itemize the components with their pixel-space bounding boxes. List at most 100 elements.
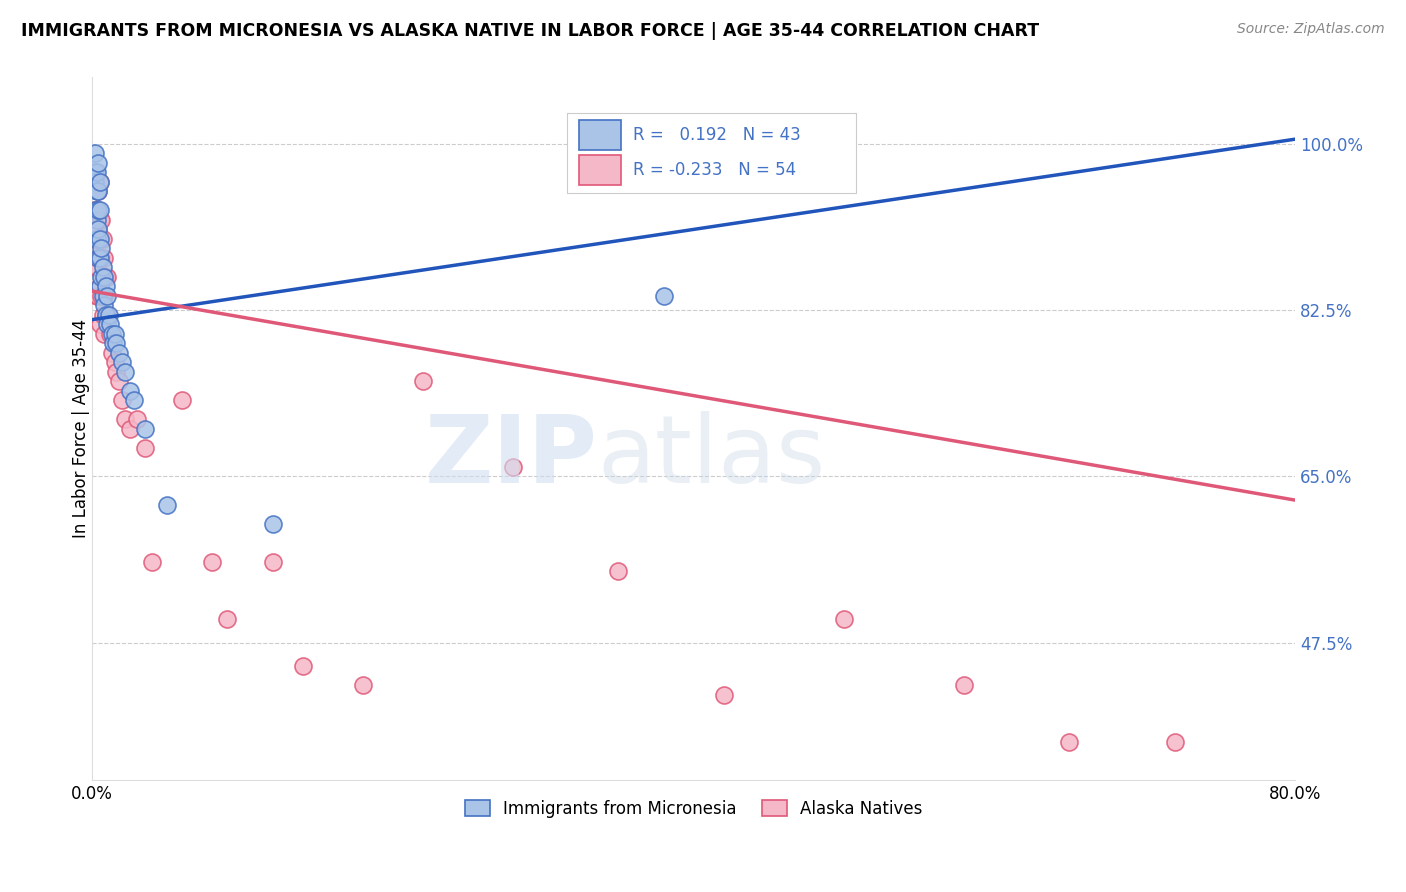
Point (118, 422, 141, 436)
Point (93, 298, 115, 312)
Point (87, 185, 110, 199)
Point (87, 289, 110, 303)
Point (94, 308, 117, 322)
Point (93, 251, 115, 265)
Point (87, 185, 110, 199)
Point (953, 678, 976, 692)
Point (91, 260, 114, 275)
Point (86, 289, 108, 303)
Y-axis label: In Labor Force | Age 35-44: In Labor Force | Age 35-44 (72, 319, 90, 539)
Point (84, 260, 107, 275)
Point (93, 289, 115, 303)
Point (84, 232, 107, 246)
Text: R = -0.233   N = 54: R = -0.233 N = 54 (634, 161, 797, 179)
Point (89, 279, 111, 293)
Point (111, 393, 134, 408)
Point (89, 251, 111, 265)
Point (87, 203, 110, 218)
Point (114, 365, 136, 379)
Point (86, 232, 108, 246)
Point (84, 175, 107, 189)
FancyBboxPatch shape (579, 155, 621, 185)
Point (352, 678, 374, 692)
Point (607, 565, 630, 579)
Point (84, 146, 107, 161)
Point (89, 232, 111, 246)
Point (86, 203, 108, 218)
Text: atlas: atlas (598, 411, 825, 503)
Point (291, 659, 314, 673)
Point (713, 688, 735, 702)
Point (94, 269, 117, 284)
Point (89, 213, 111, 227)
Point (87, 222, 110, 236)
Point (87, 251, 110, 265)
Point (93, 269, 115, 284)
Point (1059, 735, 1081, 749)
Point (96, 318, 118, 332)
Point (91, 289, 114, 303)
Point (97, 308, 120, 322)
Point (114, 412, 136, 426)
Point (86, 185, 108, 199)
Point (89, 175, 111, 189)
Point (262, 516, 284, 531)
Point (217, 612, 239, 626)
Point (90, 251, 112, 265)
Point (89, 203, 111, 218)
Point (84, 165, 107, 179)
Point (86, 165, 108, 179)
FancyBboxPatch shape (579, 120, 621, 150)
Point (502, 459, 524, 474)
Point (111, 355, 134, 369)
Point (87, 222, 110, 236)
Legend: Immigrants from Micronesia, Alaska Natives: Immigrants from Micronesia, Alaska Nativ… (458, 793, 929, 825)
Point (201, 555, 224, 569)
Point (86, 260, 108, 275)
Point (90, 241, 112, 255)
Point (172, 393, 194, 408)
Point (87, 251, 110, 265)
Point (141, 555, 163, 569)
Point (96, 308, 118, 322)
Point (84, 203, 107, 218)
Point (89, 318, 111, 332)
Point (100, 346, 122, 360)
Point (86, 232, 108, 246)
Point (89, 279, 111, 293)
Point (90, 269, 112, 284)
Point (832, 612, 855, 626)
Point (105, 336, 128, 351)
Point (91, 232, 114, 246)
Point (91, 269, 114, 284)
Point (104, 326, 127, 341)
Point (105, 365, 128, 379)
Point (98, 326, 121, 341)
Point (90, 213, 112, 227)
Text: R =   0.192   N = 43: R = 0.192 N = 43 (634, 126, 801, 145)
Point (89, 251, 111, 265)
Text: IMMIGRANTS FROM MICRONESIA VS ALASKA NATIVE IN LABOR FORCE | AGE 35-44 CORRELATI: IMMIGRANTS FROM MICRONESIA VS ALASKA NAT… (21, 22, 1039, 40)
Point (94, 279, 117, 293)
Point (93, 326, 115, 341)
Point (96, 289, 118, 303)
Point (412, 375, 434, 389)
Point (94, 308, 117, 322)
Point (108, 375, 131, 389)
Text: ZIP: ZIP (425, 411, 598, 503)
Point (156, 498, 179, 512)
Point (87, 156, 110, 170)
FancyBboxPatch shape (567, 112, 856, 194)
Point (100, 326, 122, 341)
Point (84, 203, 107, 218)
Point (134, 422, 156, 436)
Point (104, 355, 127, 369)
Point (96, 269, 118, 284)
Point (86, 213, 108, 227)
Point (90, 289, 112, 303)
Point (652, 289, 675, 303)
Text: Source: ZipAtlas.com: Source: ZipAtlas.com (1237, 22, 1385, 37)
Point (262, 555, 284, 569)
Point (103, 336, 125, 351)
Point (127, 412, 149, 426)
